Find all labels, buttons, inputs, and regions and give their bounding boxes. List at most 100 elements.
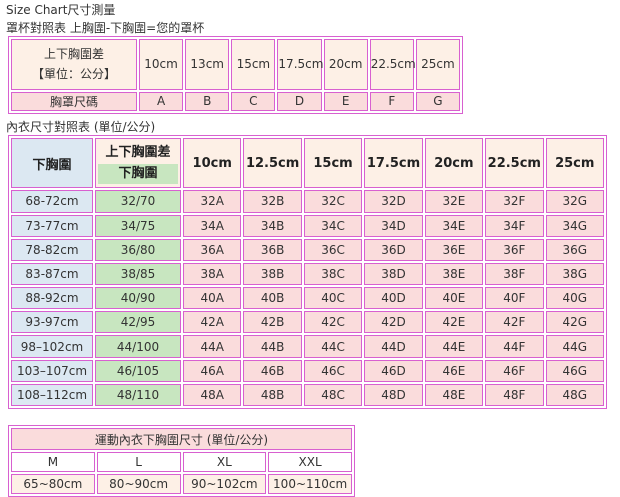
cup-size: 42C [303,311,363,334]
cup-size: 42D [364,311,423,334]
underbust: 73-77cm [11,214,93,237]
difference: 15cm [231,39,276,90]
cup-table: 上下胸圍差 【單位：公分】 10cm 13cm 15cm 17.5cm 20cm 22.5cm… [8,36,463,114]
cup-size: 44D [364,335,423,358]
sport-size: L [96,452,181,472]
sports-title: 運動內衣下胸圍尺寸 (單位/公分) [11,428,352,450]
underbust: 93-97cm [11,311,93,334]
difference: 10cm [139,39,184,90]
size: 40/90 [95,287,181,310]
row: 運動內衣下胸圍尺寸 (單位/公分) [11,428,352,450]
cup-size: 46G [545,359,604,382]
cup-size: 48A [183,383,242,406]
underbust: 83-87cm [11,262,93,286]
cup-size: 42E [424,311,484,334]
cup-size: 38C [303,262,363,286]
difference: 15cm [303,138,363,189]
cup-size: 48B [243,383,302,406]
size: 34/75 [95,214,181,237]
cup: C [231,91,276,111]
cup-size: 40B [243,287,302,310]
cup-size: 48C [303,383,363,406]
cup-size: 44B [243,335,302,358]
cup: B [185,91,230,111]
sport-range: 80~90cm [96,474,181,494]
cup-size: 44C [303,335,363,358]
cup-size: 32F [485,190,544,213]
cup-size: 36B [243,238,302,261]
sports-table: 運動內衣下胸圍尺寸 (單位/公分) M L XL XXL 65~80cm 80~90cm 90… [8,425,355,497]
difference-header: 上下胸圍差 [105,145,171,161]
row: 98–102cm 44/100 44A 44B 44C 44D 44E 44F 44G [11,335,604,358]
cup: G [415,91,460,111]
underbust: 98–102cm [11,335,93,358]
cup-size: 32E [424,190,484,213]
cup-size: 36A [183,238,242,261]
cup-size: 34G [545,214,604,237]
cup-size: 46B [243,359,302,382]
sport-range: 90~102cm [182,474,267,494]
cup-size: 34C [303,214,363,237]
cup-size: 42A [183,311,242,334]
row: 88-92cm 40/90 40A 40B 40C 40D 40E 40F 40G [11,287,604,310]
cup-size: 36E [424,238,484,261]
sport-size: XL [182,452,267,472]
cup-size: 42B [243,311,302,334]
cup-size: 36G [545,238,604,261]
cup-size: 36D [364,238,423,261]
cup-size: 38A [183,262,242,286]
difference: 17.5cm [364,138,423,189]
cup-size: 40A [183,287,242,310]
difference: 17.5cm [277,39,323,90]
cup: E [323,91,368,111]
row: 下胸圍 上下胸圍差 下胸圍 10cm 12.5cm 15cm 17.5cm 20cm 22.5c… [11,138,604,189]
cup-size: 44G [545,335,604,358]
cup: A [139,91,184,111]
cup-size: 34A [183,214,242,237]
sport-size: M [11,452,95,472]
row: 103–107cm 46/105 46A 46B 46C 46D 46E 46F 46G [11,359,604,382]
size-table: 下胸圍 上下胸圍差 下胸圍 10cm 12.5cm 15cm 17.5cm 20cm 22.5c… [8,135,607,409]
cup-size: 40E [424,287,484,310]
cup-size: 40D [364,287,423,310]
cup-size: 32C [303,190,363,213]
header-line: 上下胸圍差 [43,47,104,62]
cup-size: 32D [364,190,423,213]
difference: 20cm [323,39,368,90]
difference: 25cm [415,39,460,90]
cup-size: 38B [243,262,302,286]
size: 32/70 [95,190,181,213]
size: 44/100 [95,335,181,358]
difference: 25cm [545,138,604,189]
cup-size: 36F [485,238,544,261]
row: M L XL XXL [11,452,352,472]
difference: 12.5cm [243,138,302,189]
row: 93-97cm 42/95 42A 42B 42C 42D 42E 42F 42G [11,311,604,334]
difference: 13cm [185,39,230,90]
cup-size: 32B [243,190,302,213]
header-cell: 上下胸圍差 【單位：公分】 [11,39,137,90]
sport-range: 100~110cm [268,474,352,494]
cup-size: 44E [424,335,484,358]
cup-size: 46F [485,359,544,382]
cup-size: 38G [545,262,604,286]
size-header: 下胸圍 [98,164,178,185]
size-header-cell: 上下胸圍差 下胸圍 [95,138,181,189]
cup-size: 46C [303,359,363,382]
difference: 22.5cm [369,39,416,90]
underbust: 103–107cm [11,359,93,382]
cup: D [277,91,322,111]
row: 上下胸圍差 【單位：公分】 10cm 13cm 15cm 17.5cm 20cm 22.5cm… [11,39,460,90]
underbust-header: 下胸圍 [11,138,93,189]
size: 46/105 [95,359,181,382]
cup-size: 44F [485,335,544,358]
cup-size: 36C [303,238,363,261]
row: 78-82cm 36/80 36A 36B 36C 36D 36E 36F 36G [11,238,604,261]
row: 83-87cm 38/85 38A 38B 38C 38D 38E 38F 38G [11,262,604,286]
cup-size: 34D [364,214,423,237]
page-title: Size Chart尺寸測量 [6,3,116,17]
cup-size: 48F [485,383,544,406]
sport-size: XXL [268,452,352,472]
cup-size: 48D [364,383,423,406]
